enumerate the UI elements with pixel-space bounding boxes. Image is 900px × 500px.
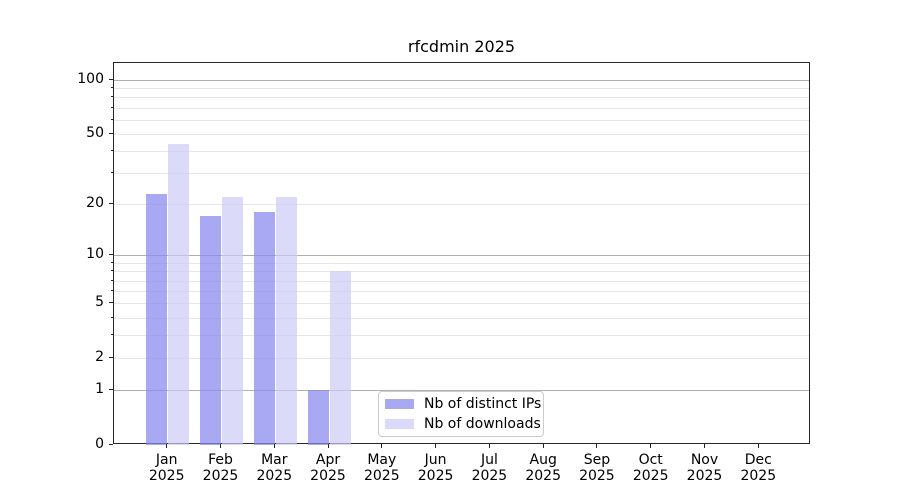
- x-tick-mark: [327, 444, 329, 448]
- chart-title: rfcdmin 2025: [407, 37, 516, 56]
- y-tick-mark: [109, 254, 113, 256]
- x-tick-mark: [273, 444, 275, 448]
- x-tick-mark: [596, 444, 598, 448]
- y-tick-label: 20: [86, 195, 104, 212]
- y-tick-mark: [109, 203, 113, 205]
- x-tick-label: Oct 2025: [632, 452, 669, 484]
- y-minor-tick-mark: [111, 87, 113, 89]
- legend-item: Nb of downloads: [385, 416, 541, 432]
- bar-downloads: [222, 196, 243, 445]
- y-tick-label: 0: [95, 436, 104, 452]
- gridline-minor: [114, 358, 809, 360]
- y-minor-tick-mark: [111, 270, 113, 272]
- legend-item: Nb of distinct IPs: [385, 396, 541, 412]
- x-tick-mark: [704, 444, 705, 448]
- x-tick-mark: [542, 444, 544, 448]
- x-tick-mark: [435, 444, 437, 448]
- x-tick-label: Jul 2025: [471, 452, 508, 484]
- legend-swatch-downloads: [385, 419, 414, 429]
- y-tick-label: 100: [77, 70, 104, 87]
- gridline-minor: [114, 173, 809, 175]
- legend: Nb of distinct IPs Nb of downloads: [378, 391, 544, 437]
- gridline-minor: [114, 204, 809, 206]
- gridline-minor: [114, 151, 809, 153]
- gridline-minor: [114, 291, 809, 292]
- bar-downloads: [329, 271, 351, 445]
- y-tick-label: 5: [95, 294, 104, 311]
- bar-downloads: [168, 143, 190, 445]
- x-tick-label: Jun 2025: [417, 452, 454, 484]
- y-tick-mark: [109, 132, 113, 134]
- x-tick-label: Jan 2025: [148, 452, 185, 484]
- gridline-minor: [114, 335, 809, 337]
- y-tick-mark: [109, 444, 113, 445]
- gridline-minor: [114, 262, 809, 264]
- gridline-major: [114, 255, 809, 257]
- y-minor-tick-mark: [111, 96, 113, 98]
- gridline-minor: [114, 303, 809, 305]
- legend-swatch-distinct-ips: [385, 399, 414, 409]
- plot-area: [113, 62, 810, 445]
- x-tick-mark: [220, 444, 221, 448]
- x-tick-label: Nov 2025: [686, 452, 723, 484]
- y-tick-mark: [109, 357, 113, 359]
- x-tick-label: May 2025: [363, 452, 400, 484]
- y-minor-tick-mark: [111, 172, 113, 174]
- x-tick-label: Aug 2025: [525, 452, 561, 484]
- y-minor-tick-mark: [111, 279, 113, 281]
- legend-label: Nb of downloads: [424, 416, 541, 432]
- bar-distinct-ips: [200, 216, 221, 445]
- y-minor-tick-mark: [111, 150, 113, 152]
- x-tick-label: Dec 2025: [740, 452, 777, 484]
- bar-distinct-ips: [307, 390, 329, 445]
- y-tick-label: 1: [95, 381, 104, 398]
- x-tick-label: Mar 2025: [256, 452, 293, 484]
- gridline-minor: [114, 88, 809, 90]
- gridline-minor: [114, 271, 809, 273]
- gridline-minor: [114, 119, 809, 121]
- bar-distinct-ips: [146, 193, 168, 445]
- x-tick-label: Sep 2025: [579, 452, 615, 484]
- gridline-major: [114, 79, 809, 81]
- gridline-minor: [114, 107, 809, 109]
- x-tick-mark: [650, 444, 652, 448]
- y-minor-tick-mark: [111, 290, 113, 291]
- y-tick-mark: [109, 78, 113, 80]
- gridline-minor: [114, 280, 809, 282]
- y-tick-label: 50: [86, 124, 104, 141]
- gridline-major: [114, 390, 809, 392]
- y-tick-mark: [109, 389, 113, 391]
- bar-distinct-ips: [253, 212, 275, 445]
- y-tick-label: 2: [95, 349, 104, 366]
- x-tick-mark: [381, 444, 383, 448]
- legend-label: Nb of distinct IPs: [424, 396, 542, 412]
- x-tick-label: Feb 2025: [202, 452, 239, 484]
- gridline-minor: [114, 133, 809, 135]
- y-minor-tick-mark: [111, 106, 113, 108]
- y-tick-label: 10: [86, 246, 104, 263]
- gridline-minor: [114, 97, 809, 99]
- x-tick-mark: [757, 444, 759, 448]
- y-minor-tick-mark: [111, 334, 113, 336]
- y-minor-tick-mark: [111, 316, 113, 318]
- y-minor-tick-mark: [111, 118, 113, 120]
- x-tick-mark: [166, 444, 168, 448]
- bar-downloads: [275, 196, 297, 445]
- x-tick-label: Apr 2025: [310, 452, 346, 484]
- gridline-minor: [114, 317, 809, 319]
- x-tick-mark: [488, 444, 490, 448]
- y-tick-mark: [109, 302, 113, 304]
- y-minor-tick-mark: [111, 261, 113, 263]
